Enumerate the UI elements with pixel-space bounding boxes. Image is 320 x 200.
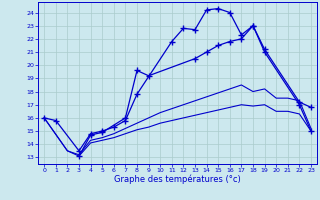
X-axis label: Graphe des températures (°c): Graphe des températures (°c) [114,175,241,184]
